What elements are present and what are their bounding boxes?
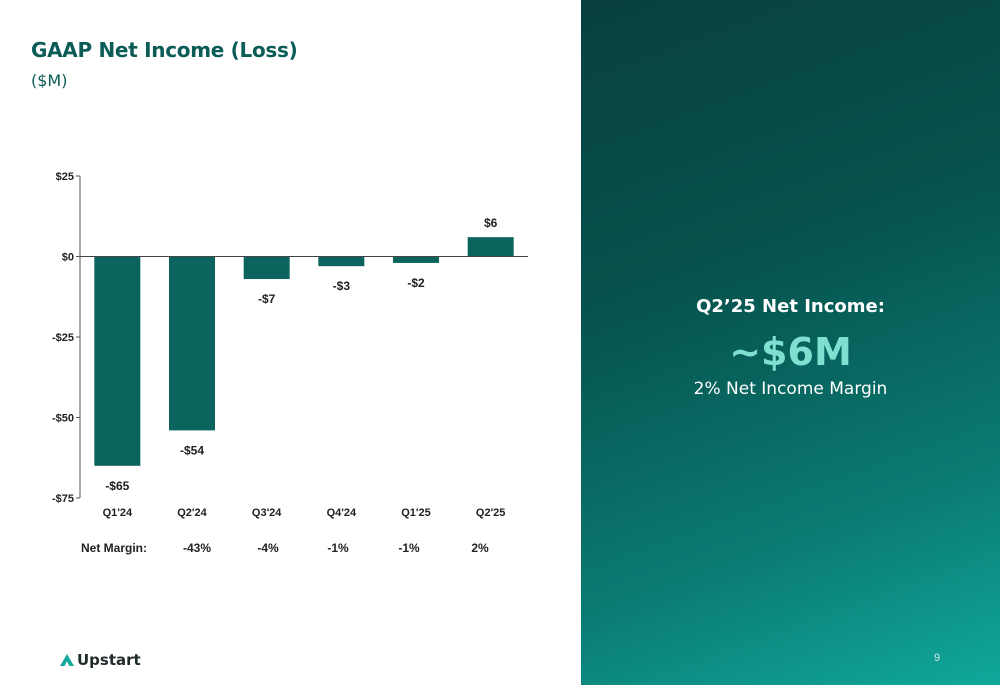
bar: [318, 256, 365, 267]
net-margin-q1-25: -1%: [398, 541, 420, 555]
highlight-panel: Q2’25 Net Income: ~$6M 2% Net Income Mar…: [581, 0, 1000, 685]
chart-subtitle: ($M): [31, 71, 68, 90]
bar: [94, 256, 141, 466]
bar: [243, 256, 290, 280]
x-tick-label: Q2'24: [177, 507, 207, 519]
logo-text: Upstart: [77, 651, 141, 669]
bar: [393, 256, 439, 263]
kpi-label: Q2’25 Net Income:: [696, 296, 885, 317]
bar: [467, 237, 514, 257]
x-tick-label: Q3'24: [252, 507, 282, 519]
x-tick-label: Q1'24: [103, 507, 133, 519]
x-axis: Q1'24 Q2'24 Q3'24 Q4'24 Q1'25 Q2'25: [80, 256, 528, 519]
data-label: -$2: [407, 276, 425, 290]
bar: [169, 256, 215, 431]
net-margin-q4-24: -1%: [327, 541, 349, 555]
chart-title: GAAP Net Income (Loss): [31, 38, 298, 62]
data-label: -$3: [333, 279, 351, 293]
data-label: -$54: [180, 443, 204, 457]
left-panel: GAAP Net Income (Loss) ($M) $25 $0 -$25 -$5…: [0, 38, 581, 669]
net-margin-q2-24: -43%: [182, 541, 211, 555]
bar-chart: $25 $0 -$25 -$50 -$75 -$65 -$54 -$7 -$3 -$2 $6 Q1…: [52, 171, 528, 519]
net-margin-q3-24: -4%: [257, 541, 279, 555]
bars: -$65 -$54 -$7 -$3 -$2 $6: [94, 216, 514, 493]
upstart-logo: Upstart: [60, 651, 141, 669]
x-tick-label: Q2'25: [476, 507, 506, 519]
kpi-subtext: 2% Net Income Margin: [693, 379, 888, 399]
x-tick-label: Q4'24: [327, 507, 357, 519]
upstart-arrow-icon: [60, 654, 74, 666]
data-label: -$7: [258, 292, 276, 306]
y-tick-label: -$75: [52, 493, 74, 505]
net-margin-label: Net Margin:: [81, 541, 147, 555]
net-margin-q2-25: 2%: [471, 541, 489, 555]
y-tick-label: $25: [56, 171, 74, 183]
y-tick-label: -$50: [52, 413, 74, 425]
net-margin-row: Net Margin: -43% -4% -1% -1% 2%: [0, 541, 581, 561]
data-label: -$65: [105, 479, 129, 493]
x-tick-label: Q1'25: [401, 507, 431, 519]
y-tick-label: $0: [62, 252, 74, 264]
page-number: 9: [933, 652, 941, 664]
data-label: $6: [484, 216, 498, 230]
kpi-value: ~$6M: [729, 330, 852, 374]
y-tick-label: -$25: [52, 332, 74, 344]
y-axis: $25 $0 -$25 -$50 -$75: [52, 171, 81, 505]
